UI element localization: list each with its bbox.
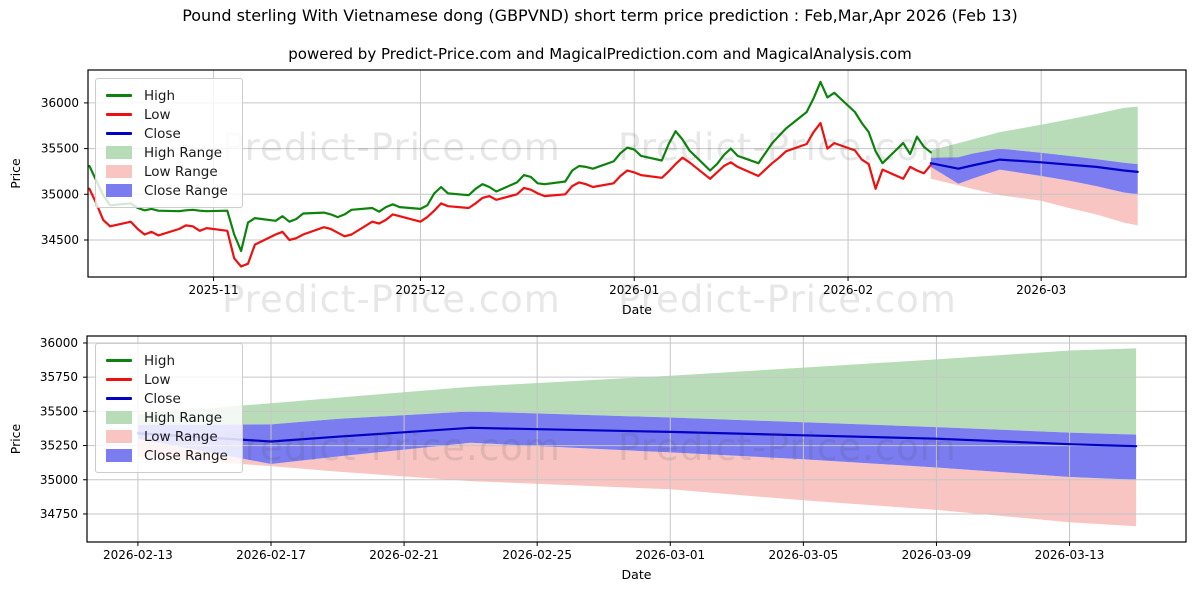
band-high-range [930,106,1138,165]
legend-label: Low Range [144,163,218,180]
close-line-swatch [106,397,132,400]
y-axis-label: Price [8,158,23,189]
plot-border [87,69,1187,278]
close-range-swatch [106,449,132,462]
legend-item-high: High [106,86,228,105]
legend-item-low: Low [106,370,228,389]
legend-label: Low [144,371,171,388]
close-range-swatch [106,184,132,197]
x-tick-label: 2026-03 [1016,283,1066,297]
high-range-swatch [106,146,132,159]
y-tick-label: 35000 [41,187,79,201]
y-tick-label: 35750 [40,370,78,384]
x-tick-label: 2026-02 [823,283,873,297]
high-line-swatch [106,94,132,97]
x-tick-label: 2026-02-13 [103,548,173,562]
legend-label: High [144,352,176,369]
legend-item-close: Close [106,124,228,143]
x-tick-label: 2025-12 [395,283,445,297]
legend-item-high-range: High Range [106,408,228,427]
series-close-line [136,426,1138,448]
band-low-range [930,166,1138,226]
legend-label: High Range [144,409,223,426]
legend-top-chart: High Low Close High Range Low Range Clos… [95,78,243,208]
plot-border [86,335,1187,543]
legend-item-low-range: Low Range [106,427,228,446]
y-tick-label: 35500 [41,142,79,156]
low-line-swatch [106,113,132,116]
x-tick-label: 2026-01 [609,283,659,297]
y-tick-label: 35250 [40,439,78,453]
legend-label: Low [144,106,171,123]
legend-label: Close Range [144,447,228,464]
legend-label: High [144,87,176,104]
x-tick-label: 2025-11 [188,283,238,297]
low-range-swatch [106,165,132,178]
x-tick-label: 2026-03-13 [1035,548,1105,562]
page-title: Pound sterling With Vietnamese dong (GBP… [182,6,1018,25]
band-low-range [137,438,1137,527]
low-range-swatch [106,430,132,443]
high-line-swatch [106,359,132,362]
x-tick-label: 2026-03-05 [768,548,838,562]
y-tick-label: 34750 [40,507,78,521]
y-tick-label: 34500 [41,233,79,247]
legend-item-close-range: Close Range [106,446,228,465]
legend-item-high-range: High Range [106,143,228,162]
y-tick-label: 36000 [41,96,79,110]
legend-label: Close [144,390,181,407]
legend-label: Close [144,125,181,142]
close-line-swatch [106,132,132,135]
legend-label: High Range [144,144,223,161]
y-tick-label: 36000 [40,336,78,350]
legend-item-close-range: Close Range [106,181,228,200]
legend-label: Low Range [144,428,218,445]
y-axis-label: Price [8,423,23,454]
band-close-range [930,148,1138,195]
low-line-swatch [106,378,132,381]
y-tick-label: 35500 [40,404,78,418]
x-tick-label: 2026-03-09 [902,548,972,562]
x-tick-label: 2026-02-21 [369,548,439,562]
x-tick-label: 2026-02-25 [502,548,572,562]
x-tick-label: 2026-02-17 [236,548,306,562]
series-low-line [88,121,932,268]
page-subtitle: powered by Predict-Price.com and Magical… [288,45,912,63]
series-high-line [88,80,932,253]
high-range-swatch [106,411,132,424]
y-tick-label: 35000 [40,473,78,487]
band-high-range [137,348,1137,435]
legend-item-low-range: Low Range [106,162,228,181]
legend-item-close: Close [106,389,228,408]
legend-item-high: High [106,351,228,370]
legend-label: Close Range [144,182,228,199]
series-close-line [929,158,1139,173]
legend-bottom-chart: High Low Close High Range Low Range Clos… [95,343,243,473]
x-axis-label: Date [622,302,652,317]
x-tick-label: 2026-03-01 [635,548,705,562]
x-axis-label: Date [622,567,652,582]
legend-item-low: Low [106,105,228,124]
